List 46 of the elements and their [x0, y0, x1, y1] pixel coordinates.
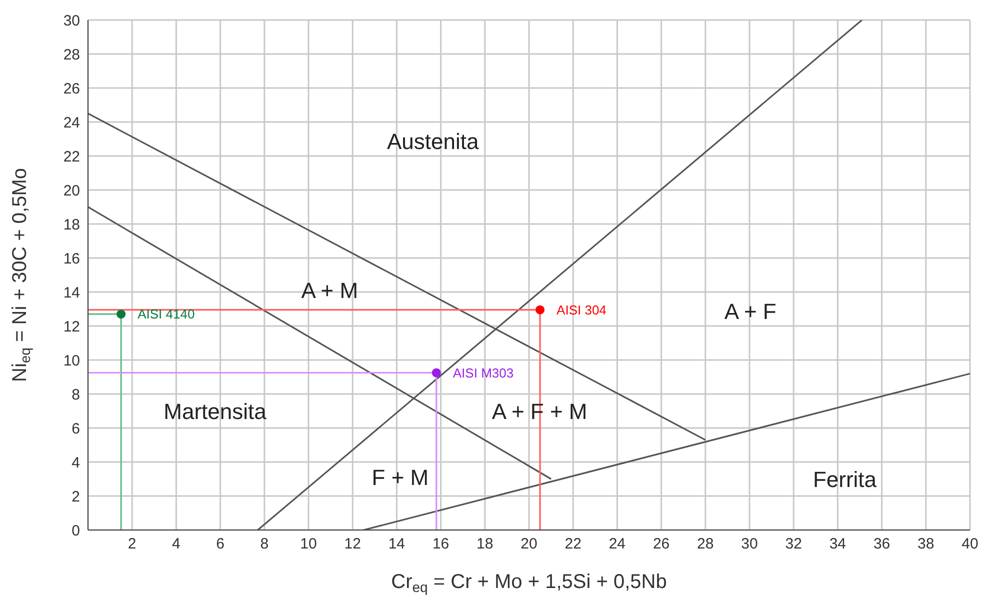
annotation: A + M — [301, 278, 358, 304]
y-tick-label: 26 — [63, 80, 80, 98]
x-tick-label: 6 — [216, 536, 224, 553]
x-tick-label: 26 — [652, 536, 670, 553]
x-tick-label: 20 — [520, 536, 538, 553]
x-tick-label: 36 — [873, 536, 890, 553]
y-tick-label: 16 — [63, 250, 80, 268]
x-tick-label: 12 — [344, 536, 361, 553]
annotation: A + F — [724, 298, 776, 325]
y-tick-label: 12 — [63, 318, 80, 336]
y-tick-label: 22 — [63, 148, 80, 166]
x-tick-label: 32 — [785, 536, 802, 553]
annotation: Austenita — [386, 129, 479, 156]
x-tick-label: 34 — [829, 536, 846, 553]
y-tick-label: 24 — [63, 114, 80, 132]
y-tick-label: 30 — [63, 12, 80, 30]
x-tick-label: 40 — [962, 536, 978, 553]
annotation: F + M — [372, 464, 429, 491]
y-tick-label: 20 — [63, 182, 80, 200]
x-tick-label: 24 — [608, 536, 626, 553]
x-tick-label: 4 — [172, 536, 180, 553]
series-label: AISI 4140 — [138, 306, 195, 322]
x-tick-label: 30 — [741, 536, 758, 553]
y-tick-label: 0 — [72, 522, 80, 540]
x-tick-label: 10 — [300, 536, 317, 553]
series-label: AISI 304 — [556, 302, 606, 318]
x-tick-label: 18 — [476, 536, 494, 553]
x-tick-label: 22 — [564, 536, 582, 553]
x-tick-label: 28 — [697, 536, 714, 553]
y-tick-label: 18 — [63, 216, 80, 234]
y-tick-label: 14 — [63, 284, 80, 302]
y-tick-label: 28 — [63, 46, 80, 64]
x-tick-label: 38 — [918, 536, 934, 553]
y-tick-label: 10 — [63, 352, 80, 370]
x-tick-label: 14 — [388, 536, 406, 553]
series-label: AISI M303 — [452, 365, 514, 380]
x-axis-title: Cr$_{eq}$ = Cr + Mo + 1,5Si + 0,5Nb — [391, 571, 667, 594]
x-tick-label: 8 — [260, 536, 269, 553]
y-tick-label: 2 — [72, 488, 80, 506]
annotation: Martensita — [164, 398, 266, 425]
annotation: Ferrita — [812, 467, 877, 494]
y-tick-label: 6 — [72, 420, 80, 438]
x-tick-label: 2 — [128, 536, 136, 553]
y-tick-label: 4 — [72, 454, 80, 472]
x-tick-label: 16 — [432, 536, 450, 553]
y-tick-label: 8 — [72, 386, 80, 404]
